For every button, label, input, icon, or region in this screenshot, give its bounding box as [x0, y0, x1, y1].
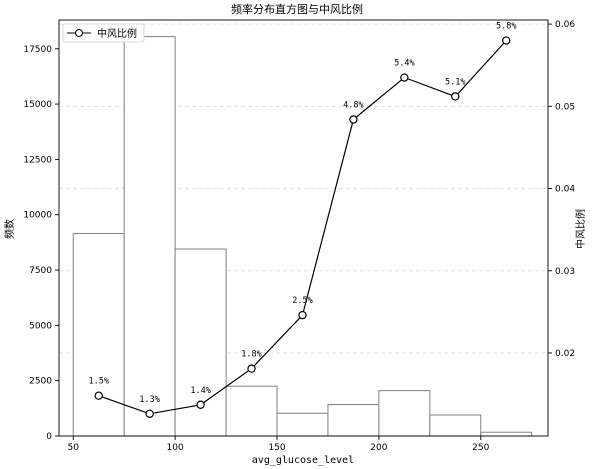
legend-marker-swatch [74, 28, 84, 38]
data-label: 2.5% [292, 296, 312, 306]
x-tick-label: 150 [268, 443, 285, 453]
legend-entry-label: 中风比例 [97, 27, 137, 40]
data-label: 5.8% [496, 22, 516, 32]
data-label: 1.5% [88, 377, 108, 387]
data-label: 1.4% [190, 386, 210, 396]
series-point [94, 391, 103, 400]
x-tick-label: 200 [370, 443, 387, 453]
data-label: 4.8% [343, 100, 363, 110]
y-right-tick-label: 0.06 [555, 20, 575, 30]
stroke-ratio-line [94, 36, 511, 419]
histogram-bar [378, 390, 431, 437]
x-axis-ticks: 50 100 150 200 250 [68, 436, 490, 453]
y-left-tick-label: 17500 [23, 45, 52, 55]
histogram-bar [123, 36, 176, 437]
x-tick-label: 100 [167, 443, 184, 453]
y-left-tick-label: 5000 [29, 321, 52, 331]
series-point [298, 310, 307, 320]
histogram-bar [327, 404, 380, 437]
y-left-axis-ticks: 0 2500 5000 7500 10000 12500 15000 17500 [23, 45, 59, 442]
data-label: 5.1% [445, 77, 465, 87]
series-point [247, 364, 256, 373]
histogram-bar [480, 431, 533, 437]
x-axis-label: avg_glucose_level [252, 455, 354, 466]
legend-box [62, 23, 145, 43]
histogram-bar [429, 414, 482, 437]
y-left-tick-label: 15000 [23, 100, 52, 110]
series-point [451, 92, 460, 101]
data-label: 1.8% [241, 350, 261, 360]
x-tick-label: 50 [68, 443, 80, 453]
histogram-bar [225, 385, 278, 437]
y-right-axis-ticks: 0.02 0.03 0.04 0.05 0.06 [548, 20, 575, 359]
histogram-bars [72, 36, 533, 437]
data-labels: 1.5% 1.3% 1.4% 1.8% 2.5% 4.8% 5.4% 5.1% 5.8% [88, 22, 516, 405]
series-point [145, 409, 154, 419]
data-label: 5.4% [394, 59, 414, 69]
y-right-tick-label: 0.03 [555, 267, 575, 277]
y-left-tick-label: 7500 [29, 266, 52, 276]
y-left-tick-label: 10000 [23, 211, 52, 221]
histogram-bar [72, 233, 125, 437]
y-left-axis-label: 频数 [3, 219, 16, 239]
y-right-axis-label: 中风比例 [574, 209, 587, 249]
y-right-tick-label: 0.04 [555, 185, 575, 195]
histogram-bar [276, 412, 329, 437]
legend: 中风比例 [62, 23, 145, 43]
data-label: 1.3% [139, 395, 159, 405]
y-left-tick-label: 12500 [23, 155, 52, 165]
y-left-tick-label: 0 [46, 432, 52, 442]
chart-title: 频率分布直方图与中风比例 [231, 2, 363, 16]
y-right-tick-label: 0.05 [555, 102, 575, 112]
plot-frame [58, 19, 549, 437]
grid-lines [59, 23, 548, 354]
series-point [502, 36, 511, 45]
series-point [400, 73, 409, 82]
series-point [349, 115, 358, 124]
series-point [196, 400, 205, 409]
y-left-tick-label: 2500 [29, 377, 52, 387]
y-right-tick-label: 0.02 [555, 349, 575, 359]
x-tick-label: 250 [472, 443, 489, 453]
